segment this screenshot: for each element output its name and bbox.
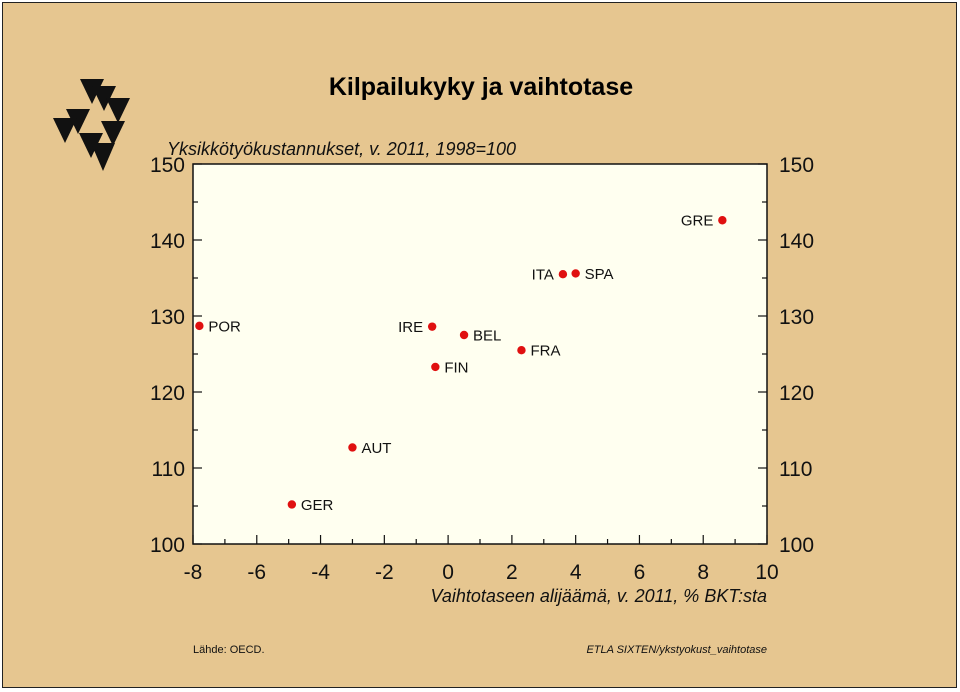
y-tick-labels-left: 100 110 120 130 140 150 <box>150 154 185 557</box>
y-tick-label-right: 150 <box>779 154 814 177</box>
point-label: FIN <box>444 359 468 376</box>
point-marker <box>571 269 580 278</box>
point-marker <box>517 346 526 355</box>
point-marker <box>431 362 440 372</box>
y-tick-label-right: 140 <box>779 230 814 253</box>
y-tick-label-left: 110 <box>152 458 185 481</box>
x-tick-labels: -8 -6 -4 -2 0 2 4 6 8 10 <box>184 561 779 584</box>
point-marker <box>558 270 568 279</box>
data-point-bel: BEL <box>459 328 501 345</box>
x-tick-label: 4 <box>570 561 582 584</box>
source-note: Lähde: OECD. <box>193 644 265 656</box>
point-label: ITA <box>532 267 554 284</box>
point-label: BEL <box>473 328 501 345</box>
chart-title: Kilpailukyky ja vaihtotase <box>329 73 633 101</box>
point-marker <box>427 322 437 331</box>
data-points: POR GER AUT IRE FIN BEL FRA ITA SPA GRE <box>195 213 727 514</box>
y-tick-label-right: 120 <box>779 382 814 405</box>
x-tick-label: 2 <box>506 561 518 584</box>
y-tick-label-left: 140 <box>150 230 185 253</box>
point-label: IRE <box>398 319 423 336</box>
x-tick-label: -2 <box>375 561 394 584</box>
data-point-ger: GER <box>287 497 334 514</box>
point-marker <box>195 321 204 331</box>
point-label: POR <box>208 318 241 335</box>
data-point-spa: SPA <box>571 266 614 283</box>
x-tick-label: 10 <box>755 561 778 584</box>
point-label: AUT <box>361 440 391 457</box>
data-point-gre: GRE <box>681 213 727 230</box>
data-point-fra: FRA <box>517 343 560 360</box>
point-label: GRE <box>681 213 714 230</box>
y-tick-label-left: 150 <box>150 154 185 177</box>
x-tick-label: 0 <box>442 561 454 584</box>
point-label: GER <box>301 497 334 514</box>
axis-ticks <box>192 163 768 545</box>
y-tick-label-left: 120 <box>150 382 185 405</box>
credit-note: ETLA SIXTEN/ykstyokust_vaihtotase <box>586 644 767 656</box>
data-point-fin: FIN <box>431 359 469 376</box>
point-marker <box>287 500 297 509</box>
y-tick-label-right: 130 <box>779 306 814 329</box>
data-point-aut: AUT <box>348 440 391 457</box>
y-tick-label-right: 100 <box>779 534 814 557</box>
data-point-ire: IRE <box>398 319 437 336</box>
y-tick-labels-right: 100 110 120 130 140 150 <box>779 154 814 557</box>
point-marker <box>459 330 469 340</box>
y-tick-label-left: 100 <box>150 534 185 557</box>
x-tick-label: -8 <box>184 561 203 584</box>
data-point-ita: ITA <box>532 267 568 284</box>
point-marker <box>348 443 357 452</box>
x-tick-label: 6 <box>634 561 646 584</box>
scatter-chart: Kilpailukyky ja vaihtotase Yksikkötyökus… <box>53 73 814 656</box>
x-axis-label: Vaihtotaseen alijäämä, v. 2011, % BKT:st… <box>430 586 767 606</box>
point-label: FRA <box>530 343 560 360</box>
x-tick-label: 8 <box>697 561 709 584</box>
x-tick-label: -6 <box>247 561 266 584</box>
x-tick-label: -4 <box>311 561 330 584</box>
etla-logo <box>53 79 130 171</box>
y-axis-label: Yksikkötyökustannukset, v. 2011, 1998=10… <box>167 139 516 159</box>
y-tick-label-right: 110 <box>779 458 812 481</box>
point-marker <box>718 216 727 225</box>
plot-area <box>192 163 768 545</box>
point-label: SPA <box>585 266 614 283</box>
data-point-por: POR <box>195 318 241 335</box>
y-tick-label-left: 130 <box>150 306 185 329</box>
